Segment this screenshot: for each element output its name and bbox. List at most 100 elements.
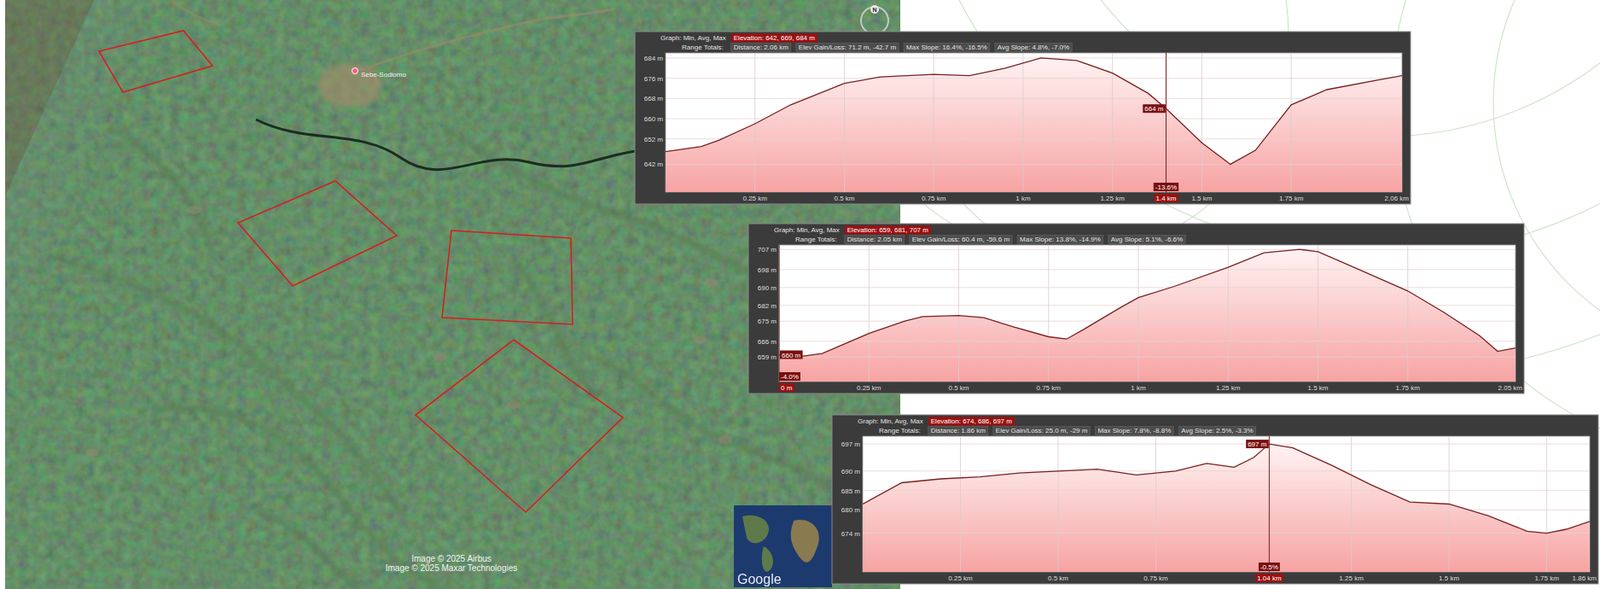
elevation-area <box>665 58 1403 192</box>
range-total: Avg Slope: 5.1%, -6.6% <box>1111 235 1183 244</box>
cursor-slope: -0.5% <box>1260 563 1279 571</box>
grid-line-x <box>1047 244 1049 382</box>
x-tick-label: 1.5 km <box>1438 574 1460 582</box>
x-tick-label: 0.75 km <box>1035 384 1061 392</box>
clearing <box>718 435 733 444</box>
x-tick-label: 0.25 km <box>948 574 973 582</box>
road <box>170 0 222 26</box>
cursor-elevation-box <box>779 350 803 360</box>
plot-marks <box>779 244 1516 382</box>
grid-line-y <box>862 470 1590 472</box>
y-tick-label: 642 m <box>644 160 664 169</box>
cursor-distance-box <box>1255 573 1284 582</box>
survey-areas <box>98 30 623 512</box>
range-total-box <box>1017 235 1104 245</box>
village <box>317 63 383 108</box>
cursor-distance: 1.04 km <box>1256 574 1282 582</box>
survey-rectangle <box>415 339 623 512</box>
cursor-slope-box <box>1153 182 1179 192</box>
grid-line-x <box>933 52 935 192</box>
x-tick-label: 1 km <box>1015 194 1031 203</box>
grid-line-y <box>665 98 1403 99</box>
compass-ring <box>861 6 889 35</box>
grid-line-x <box>1291 52 1292 192</box>
credit: Image © 2025 Maxar Technologies <box>385 563 518 573</box>
grid-line-x <box>1589 436 1591 572</box>
y-tick-label: 668 m <box>644 94 664 103</box>
drainage-line <box>51 256 402 512</box>
elevation-box <box>928 417 1015 426</box>
cursor-elevation-box <box>1245 439 1269 448</box>
x-tick-label: 0.5 km <box>948 384 969 392</box>
haze-band <box>5 0 146 359</box>
y-tick-label: 698 m <box>757 266 778 274</box>
grid-line-y <box>665 118 1403 120</box>
cursor-distance-box <box>1153 193 1178 203</box>
elevation-line <box>862 443 1590 534</box>
compass-letter: N <box>872 6 877 13</box>
range-total-box <box>994 43 1072 53</box>
range-total: Avg Slope: 2.5%, -3.3% <box>1181 426 1253 435</box>
cursor-distance: 0 m <box>780 384 793 392</box>
y-tick-label: 675 m <box>757 317 778 326</box>
elevation-line <box>779 249 1516 357</box>
grid-line-y <box>779 356 1516 358</box>
continent <box>791 519 820 563</box>
drainage-line <box>512 256 598 402</box>
compass-dot <box>870 5 879 14</box>
y-tick-label: 674 m <box>841 529 862 538</box>
x-tick-label: 1.25 km <box>1099 194 1125 203</box>
elevation-profile: Graph: Min, Avg, MaxElevation: 674, 686,… <box>832 414 1599 584</box>
x-tick-label: 0.25 km <box>742 194 768 203</box>
range-total-box <box>731 43 792 53</box>
survey-rectangle <box>442 230 573 325</box>
drainage-line <box>110 128 214 256</box>
range-total-box <box>796 43 899 53</box>
x-tick-label: 1.75 km <box>1534 574 1560 582</box>
elevation-box <box>731 34 818 43</box>
grid-line-x <box>1350 436 1352 572</box>
grid-line-x <box>1317 244 1319 382</box>
continent <box>762 546 774 572</box>
y-tick-label: 660 m <box>644 115 664 123</box>
x-tick-label: 1.5 km <box>1191 194 1212 203</box>
grid-line-x <box>1022 52 1024 192</box>
y-tick-label: 659 m <box>757 353 778 361</box>
screenshot: Sebe-SodiomoImage © 2025 AirbusImage © 2… <box>0 0 1600 589</box>
grid-line-x <box>1407 244 1408 382</box>
grid-line-x <box>960 436 961 572</box>
clearing <box>506 400 521 409</box>
cursor-distance: 1.4 km <box>1155 194 1176 203</box>
clearing <box>85 448 99 457</box>
place-pin <box>352 68 359 75</box>
x-tick-label: 1.86 km <box>1572 574 1598 582</box>
grid-line-y <box>665 57 1403 59</box>
grid-line-x <box>1201 52 1203 192</box>
grid-line-y <box>862 509 1590 511</box>
elevation-profile: Graph: Min, Avg, MaxElevation: 642, 669,… <box>634 31 1411 204</box>
survey-rectangle <box>98 30 213 93</box>
range-total: Max Slope: 16.4%, -16.5% <box>906 43 988 52</box>
y-tick-label: 682 m <box>757 302 778 310</box>
grid-line-y <box>862 443 1590 445</box>
y-tick-label: 690 m <box>841 467 862 476</box>
cursor-elevation: 664 m <box>1144 104 1164 113</box>
y-tick-label: 697 m <box>841 440 862 448</box>
elevation-summary: Elevation: 674, 686, 697 m <box>930 417 1013 425</box>
clearing <box>187 205 202 215</box>
plot-area <box>862 436 1590 572</box>
compass: N <box>861 5 889 35</box>
grid-line-x <box>754 52 756 192</box>
range-total-box <box>909 235 1013 245</box>
grid-line-y <box>779 268 1516 270</box>
elevation-area <box>862 443 1590 572</box>
road <box>366 8 615 69</box>
x-tick-label: 1.75 km <box>1395 384 1420 392</box>
range-total: Range Totals: <box>795 235 838 244</box>
y-tick-label: 680 m <box>841 506 862 514</box>
cursor-line <box>779 244 780 382</box>
x-tick-label: 1.5 km <box>1307 384 1328 392</box>
plot-marks <box>862 436 1590 572</box>
grid-line-x <box>868 244 870 382</box>
panel <box>832 414 1599 584</box>
